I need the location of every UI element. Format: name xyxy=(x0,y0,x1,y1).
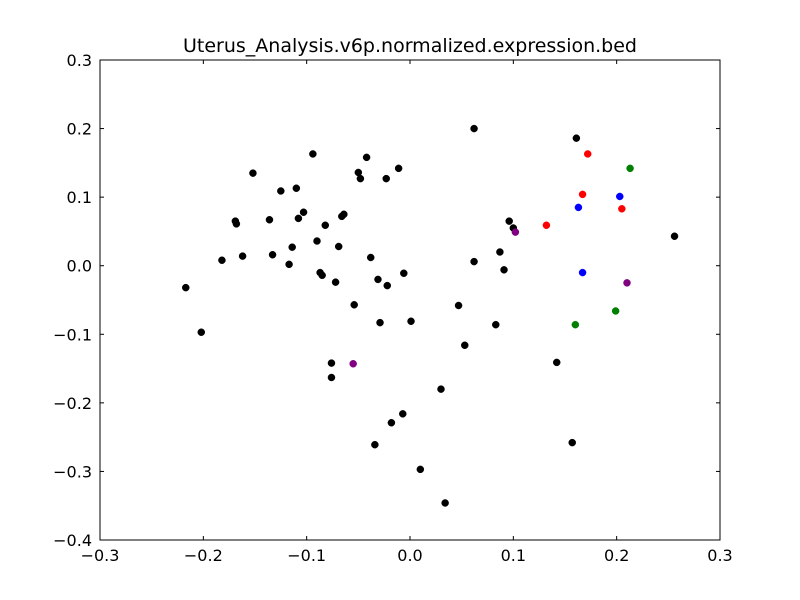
data-point-series-0 xyxy=(292,184,301,192)
data-point-series-0 xyxy=(331,278,340,286)
data-point-series-0 xyxy=(321,221,330,230)
data-point-series-0 xyxy=(294,214,303,223)
data-point-series-0 xyxy=(441,499,449,507)
y-tick-label: −0.3 xyxy=(53,462,92,481)
data-point-series-0 xyxy=(492,320,500,329)
data-point-series-3 xyxy=(611,307,620,315)
data-point-series-0 xyxy=(309,150,317,158)
data-point-series-2 xyxy=(574,203,583,212)
data-point-series-0 xyxy=(394,164,403,173)
data-point-series-0 xyxy=(249,169,257,177)
data-point-series-0 xyxy=(568,438,576,447)
data-point-series-3 xyxy=(626,164,634,173)
data-point-series-0 xyxy=(454,301,463,310)
data-point-series-0 xyxy=(416,465,425,474)
data-point-series-2 xyxy=(616,192,624,201)
data-point-series-0 xyxy=(334,242,343,251)
data-point-series-0 xyxy=(182,283,190,292)
y-tick-label: 0.0 xyxy=(67,257,92,276)
data-point-series-0 xyxy=(268,250,277,259)
data-point-series-0 xyxy=(387,418,396,427)
data-point-series-0 xyxy=(371,440,379,449)
data-point-series-0 xyxy=(238,252,247,260)
data-point-series-4 xyxy=(349,360,357,368)
data-point-series-0 xyxy=(376,318,384,327)
data-point-series-0 xyxy=(399,410,407,418)
data-points xyxy=(182,124,679,507)
y-tick-label: 0.3 xyxy=(67,51,92,70)
tick-labels: −0.3 −0.2 −0.1 0.0 0.1 0.2 0.3−0.4−0.3−0.2−0.1… xyxy=(53,51,733,565)
data-point-series-0 xyxy=(374,275,382,284)
x-tick-label: −0.3 xyxy=(81,546,120,565)
y-tick-label: 0.2 xyxy=(67,120,92,139)
data-point-series-0 xyxy=(552,358,561,367)
data-point-series-0 xyxy=(299,208,308,216)
data-point-series-0 xyxy=(572,134,581,142)
data-point-series-0 xyxy=(340,210,348,219)
data-point-series-0 xyxy=(285,260,293,269)
data-point-series-0 xyxy=(496,248,504,256)
data-point-series-1 xyxy=(618,205,626,213)
data-point-series-0 xyxy=(400,269,408,278)
data-point-series-1 xyxy=(578,190,587,199)
data-point-series-0 xyxy=(318,271,326,280)
data-point-series-4 xyxy=(511,228,520,236)
plot-frame xyxy=(99,59,721,541)
y-tick-label: 0.1 xyxy=(67,188,92,207)
data-point-series-0 xyxy=(218,256,226,264)
data-point-series-0 xyxy=(350,301,358,309)
data-point-series-0 xyxy=(313,237,321,245)
y-tick-label: −0.2 xyxy=(53,394,92,413)
data-point-series-0 xyxy=(470,257,478,266)
data-point-series-0 xyxy=(461,341,469,350)
data-point-series-0 xyxy=(277,187,285,195)
data-point-series-0 xyxy=(327,373,336,382)
x-tick-label: 0.2 xyxy=(604,546,629,565)
data-point-series-0 xyxy=(265,216,274,224)
data-point-series-0 xyxy=(383,281,392,290)
data-point-series-0 xyxy=(470,124,478,133)
data-point-series-0 xyxy=(437,385,445,393)
data-point-series-0 xyxy=(366,253,375,262)
x-tick-label: 0.0 xyxy=(397,546,422,565)
y-tick-label: −0.1 xyxy=(53,325,92,344)
data-point-series-0 xyxy=(407,317,415,326)
data-point-series-0 xyxy=(288,243,296,251)
data-point-series-0 xyxy=(382,174,390,183)
data-point-series-0 xyxy=(327,359,336,367)
data-point-series-0 xyxy=(197,328,206,336)
x-tick-label: 0.3 xyxy=(707,546,732,565)
data-point-series-2 xyxy=(578,268,587,277)
data-point-series-1 xyxy=(583,150,592,158)
data-point-series-0 xyxy=(356,174,365,183)
x-tick-label: 0.1 xyxy=(501,546,526,565)
data-point-series-0 xyxy=(500,266,508,274)
data-point-series-4 xyxy=(623,279,631,287)
data-point-series-1 xyxy=(542,221,551,230)
x-tick-label: −0.1 xyxy=(287,546,326,565)
data-point-series-0 xyxy=(670,232,679,240)
x-tick-label: −0.2 xyxy=(184,546,223,565)
data-point-series-3 xyxy=(571,320,580,329)
data-point-series-0 xyxy=(362,153,371,162)
data-point-series-0 xyxy=(505,217,513,225)
chart-title: Uterus_Analysis.v6p.normalized.expressio… xyxy=(183,35,637,57)
data-point-series-0 xyxy=(232,220,241,228)
y-tick-label: −0.4 xyxy=(53,531,92,550)
